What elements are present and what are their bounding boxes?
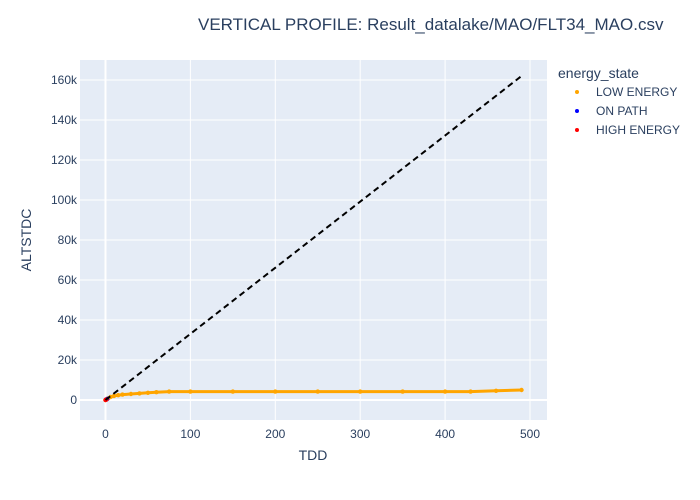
low-energy-point xyxy=(519,387,524,393)
x-tick-label: 400 xyxy=(435,427,455,441)
low-energy-point xyxy=(116,393,121,398)
y-axis-title: ALTSTDC xyxy=(18,209,34,272)
y-tick-label: 140k xyxy=(51,113,78,127)
low-energy-point xyxy=(230,389,236,394)
legend-label-on-path: ON PATH xyxy=(596,104,648,118)
legend-marker-high-energy xyxy=(575,128,579,132)
y-tick-label: 20k xyxy=(58,353,78,367)
y-tick-label: 60k xyxy=(58,273,78,287)
y-tick-label: 160k xyxy=(51,73,78,87)
low-energy-point xyxy=(493,388,499,393)
low-energy-point xyxy=(315,389,320,394)
low-energy-point xyxy=(154,390,159,395)
y-tick-label: 0 xyxy=(70,393,77,407)
low-energy-point xyxy=(145,390,151,395)
data-layer xyxy=(103,75,524,403)
y-tick-label: 100k xyxy=(51,193,78,207)
chart-title: VERTICAL PROFILE: Result_datalake/MAO/FL… xyxy=(198,15,664,34)
low-energy-point xyxy=(468,389,473,394)
legend-title: energy_state xyxy=(558,65,639,81)
legend-items: LOW ENERGY ON PATH HIGH ENERGY xyxy=(575,85,680,137)
low-energy-point xyxy=(400,389,405,394)
x-tick-label: 200 xyxy=(265,427,285,441)
low-energy-point xyxy=(166,389,172,394)
y-tick-label: 80k xyxy=(58,233,78,247)
x-tick-label: 0 xyxy=(102,427,109,441)
y-tick-label: 40k xyxy=(58,313,78,327)
legend-marker-on-path xyxy=(575,109,579,113)
x-tick-label: 100 xyxy=(180,427,200,441)
low-energy-point xyxy=(128,391,134,397)
legend-marker-low-energy xyxy=(575,90,579,94)
x-tick-label: 500 xyxy=(520,427,540,441)
low-energy-point xyxy=(358,389,363,394)
low-energy-point xyxy=(188,389,193,394)
low-energy-point xyxy=(273,389,278,394)
low-energy-point xyxy=(442,389,448,394)
tick-labels: 0 100 200 300 400 500 0 20k 40k 60k 80k 100k 120k 140… xyxy=(51,73,540,441)
low-energy-point xyxy=(120,392,125,397)
low-energy-point xyxy=(137,391,142,396)
reference-dashed-line xyxy=(104,75,523,401)
low-energy-point xyxy=(111,393,117,399)
legend: energy_state LOW ENERGY ON PATH HIGH ENERG… xyxy=(558,65,680,137)
x-tick-label: 300 xyxy=(350,427,370,441)
x-axis-title: TDD xyxy=(299,447,328,463)
y-tick-label: 120k xyxy=(51,153,78,167)
legend-label-high-energy: HIGH ENERGY xyxy=(596,123,680,137)
legend-label-low-energy: LOW ENERGY xyxy=(596,85,677,99)
